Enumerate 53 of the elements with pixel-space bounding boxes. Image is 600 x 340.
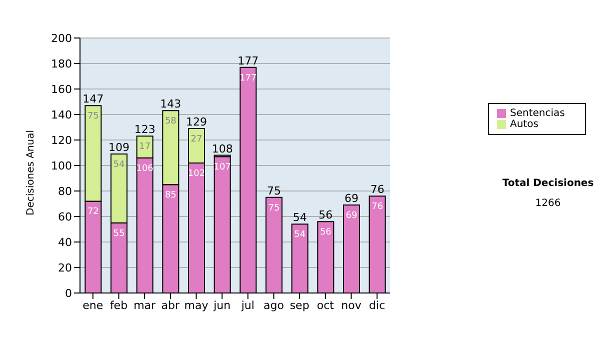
y-tick-label: 80 <box>58 184 72 198</box>
data-label: 58 <box>164 116 177 127</box>
x-tick-label: feb <box>110 298 128 312</box>
y-tick-label: 100 <box>51 159 72 172</box>
total-label: 109 <box>108 141 130 154</box>
data-label: 76 <box>372 202 384 212</box>
y-axis-title: Decisiones Anual <box>26 130 37 216</box>
x-tick-label: jun <box>212 298 231 312</box>
x-tick-label: ago <box>264 298 284 312</box>
total-label: 177 <box>238 54 259 68</box>
y-tick-label: 200 <box>51 32 72 45</box>
y-tick-label: 20 <box>58 261 72 274</box>
text: Total Decisiones <box>501 178 595 189</box>
data-label: 55 <box>113 228 125 239</box>
total-label: 75 <box>267 184 281 198</box>
x-tick-label: may <box>184 298 209 312</box>
total-label: 56 <box>318 208 333 222</box>
total-label: 129 <box>186 116 207 129</box>
x-tick-label: abr <box>161 298 180 312</box>
data-label: 17 <box>139 142 151 152</box>
data-label: 54 <box>113 160 125 170</box>
y-tick-label: 160 <box>51 82 72 96</box>
total-label: 123 <box>134 123 156 136</box>
total-label: 76 <box>370 183 384 196</box>
x-tick-label: jul <box>240 298 254 312</box>
data-label: 56 <box>320 228 332 238</box>
text: 1266 <box>534 198 562 209</box>
data-label: 75 <box>268 203 280 214</box>
data-label: 72 <box>87 207 99 218</box>
x-tick-label: sep <box>290 298 310 312</box>
total-label: 54 <box>292 211 307 224</box>
data-label: 85 <box>164 190 176 201</box>
legend-label: Sentencias <box>510 108 565 119</box>
y-tick-label: 0 <box>65 286 72 300</box>
data-label: 27 <box>190 134 202 145</box>
legend-label: Autos <box>510 119 538 130</box>
y-tick-label: 60 <box>58 210 72 224</box>
total-label: 108 <box>212 142 233 156</box>
y-tick-label: 180 <box>51 57 72 70</box>
y-tick-label: 140 <box>51 108 72 122</box>
x-tick-label: nov <box>341 298 362 312</box>
y-tick-label: 40 <box>58 236 72 249</box>
data-label: 54 <box>294 230 306 240</box>
data-label: 69 <box>346 211 358 222</box>
total-label: 147 <box>82 92 104 106</box>
total-label: 143 <box>160 98 182 111</box>
y-tick-label: 120 <box>51 134 72 147</box>
x-tick-label: mar <box>134 298 156 312</box>
x-tick-label: dic <box>369 298 386 312</box>
total-label: 69 <box>344 192 358 206</box>
x-tick-label: ene <box>82 298 104 312</box>
x-tick-label: oct <box>316 298 335 312</box>
data-label: 75 <box>87 112 99 122</box>
